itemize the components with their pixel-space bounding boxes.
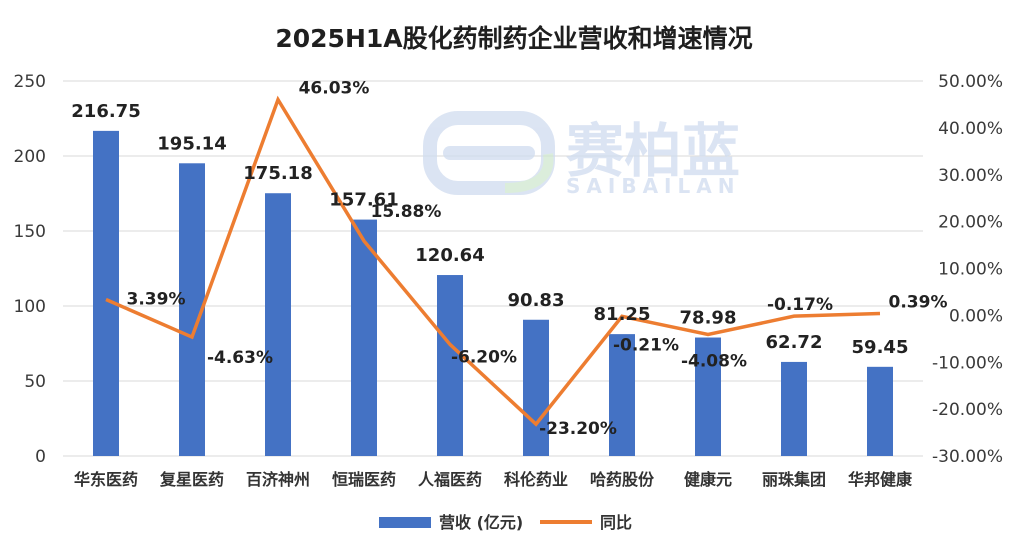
watermark: 赛柏蓝 SAIBAILAN bbox=[423, 111, 740, 198]
line-value-label: -4.08% bbox=[681, 352, 747, 372]
line-labels: 3.39% -4.63% 46.03% 15.88% -6.20% -23.20% -0.2… bbox=[127, 79, 948, 440]
line-value-label: 0.39% bbox=[889, 293, 948, 313]
right-axis-tick-label: -10.00% bbox=[932, 353, 1003, 373]
category-label: 科伦药业 bbox=[504, 470, 568, 489]
bar bbox=[781, 361, 807, 456]
bar-value-label: 157.61 bbox=[329, 190, 398, 211]
bar bbox=[523, 319, 549, 456]
right-axis-tick-label: 0.00% bbox=[949, 306, 1003, 326]
category-label: 华东医药 bbox=[74, 470, 138, 489]
chart-title: 2025H1A股化药制药企业营收和增速情况 bbox=[275, 24, 752, 53]
bar-value-label: 90.83 bbox=[508, 290, 565, 311]
bar-value-label: 81.25 bbox=[594, 304, 651, 325]
bar bbox=[437, 275, 463, 456]
line-path bbox=[105, 95, 881, 427]
category-label: 复星医药 bbox=[159, 470, 224, 489]
line-value-label: 46.03% bbox=[299, 79, 370, 99]
bar bbox=[265, 193, 291, 457]
left-axis-tick-label: 150 bbox=[14, 222, 46, 242]
bar-value-label: 175.18 bbox=[243, 163, 312, 184]
category-label: 哈药股份 bbox=[590, 470, 655, 489]
category-labels: 华东医药 复星医药 百济神州 恒瑞医药 人福医药 科伦药业 哈药股份 健康元 丽珠集团 华邦健康 bbox=[74, 470, 913, 489]
bar-value-label: 195.14 bbox=[157, 133, 226, 154]
line-value-label: -0.17% bbox=[767, 295, 833, 315]
category-label: 人福医药 bbox=[418, 470, 482, 489]
bar bbox=[609, 334, 635, 456]
right-axis-tick-label: -20.00% bbox=[932, 400, 1003, 420]
right-axis-tick-label: 40.00% bbox=[938, 119, 1003, 139]
line-value-label: -4.63% bbox=[207, 348, 273, 368]
bar-value-label: 78.98 bbox=[680, 308, 737, 329]
bar-value-label: 216.75 bbox=[71, 101, 140, 122]
bar bbox=[351, 219, 377, 456]
right-axis: -30.00% -20.00% -10.00% 0.00% 10.00% 20.00% 30… bbox=[932, 72, 1003, 467]
bar-labels: 216.75 195.14 175.18 157.61 120.64 90.83 81.25… bbox=[71, 101, 908, 358]
left-axis-tick-label: 100 bbox=[14, 297, 46, 317]
bar bbox=[695, 337, 721, 456]
line-value-label: -6.20% bbox=[451, 347, 517, 367]
category-label: 丽珠集团 bbox=[762, 470, 826, 489]
right-axis-tick-label: 20.00% bbox=[938, 213, 1003, 233]
watermark-logo-icon bbox=[423, 111, 555, 195]
line-series bbox=[105, 95, 881, 427]
bar bbox=[867, 366, 893, 456]
legend: 营收 (亿元) 同比 bbox=[379, 513, 632, 532]
left-axis-tick-label: 200 bbox=[14, 147, 46, 167]
right-axis-tick-label: 10.00% bbox=[938, 260, 1003, 280]
left-axis: 0 50 100 150 200 250 bbox=[14, 72, 46, 467]
line-value-label: -0.21% bbox=[613, 335, 679, 355]
category-label: 健康元 bbox=[684, 470, 732, 489]
bar bbox=[93, 130, 119, 456]
bar-value-label: 59.45 bbox=[852, 337, 909, 358]
legend-line-label: 同比 bbox=[600, 513, 632, 532]
left-axis-tick-label: 50 bbox=[24, 372, 46, 392]
bar-value-label: 62.72 bbox=[766, 332, 823, 353]
line-value-label: -23.20% bbox=[539, 419, 617, 439]
left-axis-tick-label: 0 bbox=[35, 447, 46, 467]
left-axis-tick-label: 250 bbox=[14, 72, 46, 92]
bar-series bbox=[93, 130, 893, 457]
legend-bar-label: 营收 (亿元) bbox=[439, 513, 523, 532]
right-axis-tick-label: 50.00% bbox=[938, 72, 1003, 92]
line-value-label: 3.39% bbox=[127, 289, 186, 309]
right-axis-tick-label: -30.00% bbox=[932, 447, 1003, 467]
legend-bar-swatch bbox=[379, 517, 431, 528]
right-axis-tick-label: 30.00% bbox=[938, 166, 1003, 186]
watermark-subtext: SAIBAILAN bbox=[566, 174, 740, 198]
category-label: 恒瑞医药 bbox=[332, 470, 396, 489]
category-label: 华邦健康 bbox=[848, 470, 913, 489]
watermark-text: 赛柏蓝 bbox=[566, 117, 740, 185]
bar-value-label: 120.64 bbox=[415, 245, 484, 266]
line-value-label: 15.88% bbox=[371, 202, 442, 222]
category-label: 百济神州 bbox=[246, 470, 310, 489]
